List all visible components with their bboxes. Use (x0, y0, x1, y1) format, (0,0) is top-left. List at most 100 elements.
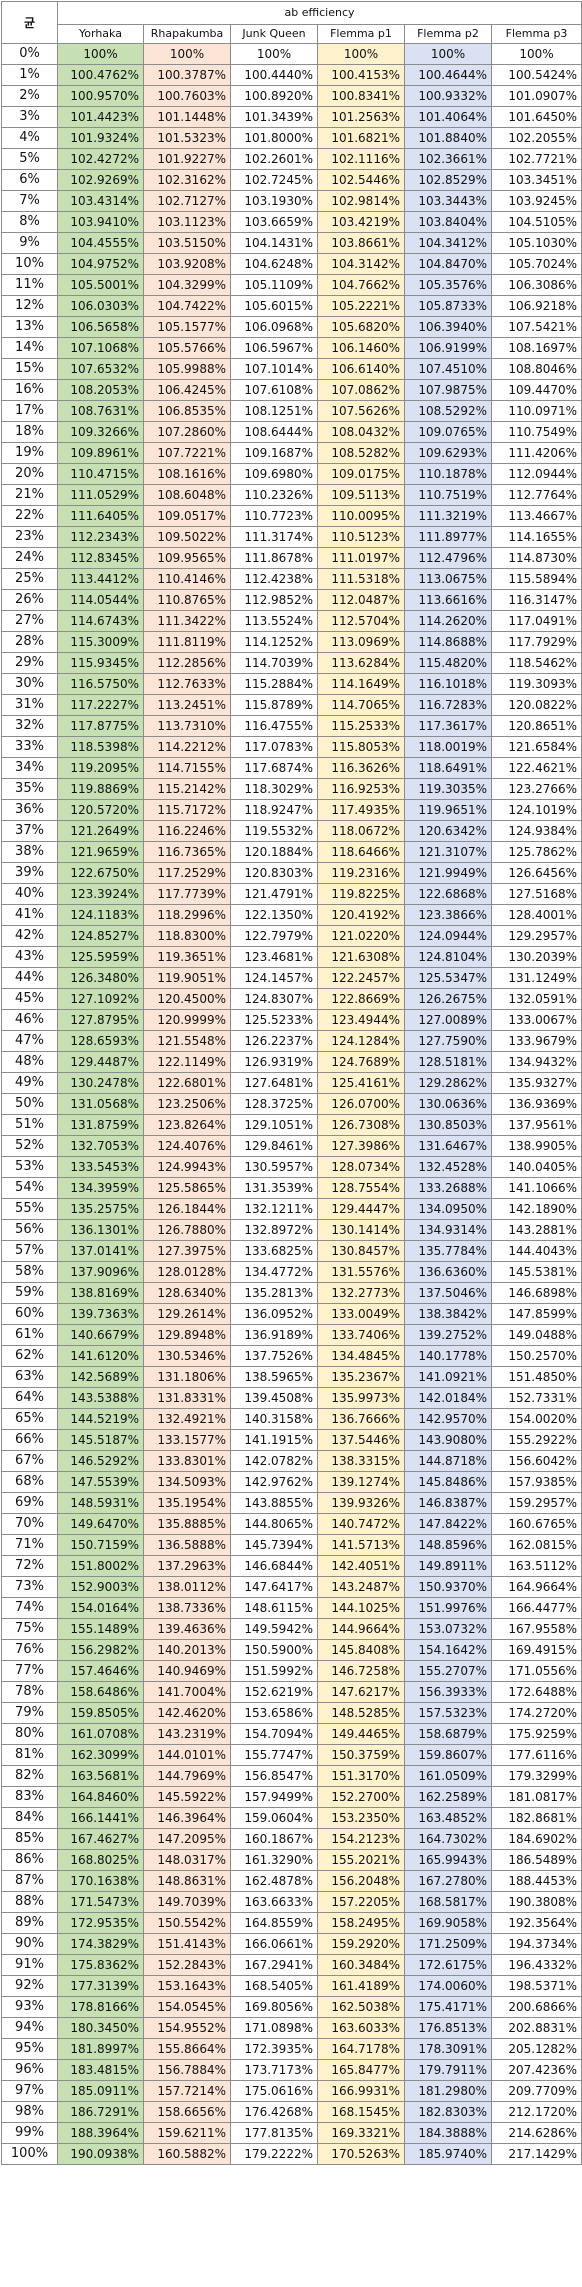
value-cell[interactable]: 144.0101% (143, 1744, 231, 1766)
value-cell[interactable]: 163.6633% (230, 1891, 318, 1913)
value-cell[interactable]: 124.7689% (317, 1051, 405, 1073)
value-cell[interactable]: 117.8775% (57, 715, 144, 737)
row-label-cell[interactable]: 48% (1, 1051, 58, 1073)
value-cell[interactable]: 169.4915% (490, 1639, 582, 1661)
value-cell[interactable]: 115.2533% (317, 715, 405, 737)
value-cell[interactable]: 118.8300% (143, 925, 231, 947)
value-cell[interactable]: 110.4715% (57, 463, 144, 485)
value-cell[interactable]: 178.3091% (404, 2038, 492, 2060)
value-cell[interactable]: 102.1116% (317, 148, 405, 170)
value-cell[interactable]: 105.3576% (404, 274, 492, 296)
value-cell[interactable]: 159.0604% (230, 1807, 318, 1829)
value-cell[interactable]: 131.1249% (490, 967, 582, 989)
value-cell[interactable]: 130.8503% (404, 1114, 492, 1136)
value-cell[interactable]: 100.9332% (404, 85, 492, 107)
value-cell[interactable]: 162.4878% (230, 1870, 318, 1892)
value-cell[interactable]: 129.2862% (404, 1072, 492, 1094)
row-label-cell[interactable]: 44% (1, 967, 58, 989)
value-cell[interactable]: 152.2700% (317, 1786, 405, 1808)
value-cell[interactable]: 127.6481% (230, 1072, 318, 1094)
value-cell[interactable]: 116.7365% (143, 841, 231, 863)
value-cell[interactable]: 114.6743% (57, 610, 144, 632)
value-cell[interactable]: 107.1014% (230, 358, 318, 380)
row-label-cell[interactable]: 31% (1, 694, 58, 716)
value-cell[interactable]: 107.9875% (404, 379, 492, 401)
value-cell[interactable]: 121.9659% (57, 841, 144, 863)
value-cell[interactable]: 168.8025% (57, 1849, 144, 1871)
value-cell[interactable]: 103.4314% (57, 190, 144, 212)
value-cell[interactable]: 117.2529% (143, 862, 231, 884)
value-cell[interactable]: 110.0971% (490, 400, 582, 422)
value-cell[interactable]: 135.8885% (143, 1513, 231, 1535)
value-cell[interactable]: 100% (230, 43, 318, 65)
value-cell[interactable]: 120.4192% (317, 904, 405, 926)
value-cell[interactable]: 164.7178% (317, 2038, 405, 2060)
value-cell[interactable]: 119.9051% (143, 967, 231, 989)
row-label-cell[interactable]: 96% (1, 2059, 58, 2081)
value-cell[interactable]: 108.2053% (57, 379, 144, 401)
value-cell[interactable]: 156.2048% (317, 1870, 405, 1892)
row-label-cell[interactable]: 1% (1, 64, 58, 86)
value-cell[interactable]: 111.3422% (143, 610, 231, 632)
value-cell[interactable]: 149.5942% (230, 1618, 318, 1640)
row-label-cell[interactable]: 78% (1, 1681, 58, 1703)
value-cell[interactable]: 105.6015% (230, 295, 318, 317)
value-cell[interactable]: 137.5046% (404, 1282, 492, 1304)
value-cell[interactable]: 128.6593% (57, 1030, 144, 1052)
value-cell[interactable]: 136.9189% (230, 1324, 318, 1346)
row-label-cell[interactable]: 81% (1, 1744, 58, 1766)
value-cell[interactable]: 116.4755% (230, 715, 318, 737)
value-cell[interactable]: 153.1643% (143, 1975, 231, 1997)
value-cell[interactable]: 164.9664% (490, 1576, 582, 1598)
value-cell[interactable]: 101.3439% (230, 106, 318, 128)
value-cell[interactable]: 119.9651% (404, 799, 492, 821)
value-cell[interactable]: 205.1282% (490, 2038, 582, 2060)
value-cell[interactable]: 145.8408% (317, 1639, 405, 1661)
value-cell[interactable]: 132.7053% (57, 1135, 144, 1157)
value-cell[interactable]: 130.2478% (57, 1072, 144, 1094)
row-label-cell[interactable]: 76% (1, 1639, 58, 1661)
value-cell[interactable]: 107.4510% (404, 358, 492, 380)
value-cell[interactable]: 123.2506% (143, 1093, 231, 1115)
value-cell[interactable]: 147.2095% (143, 1828, 231, 1850)
value-cell[interactable]: 138.9905% (490, 1135, 582, 1157)
value-cell[interactable]: 106.8535% (143, 400, 231, 422)
row-label-cell[interactable]: 98% (1, 2101, 58, 2123)
row-label-cell[interactable]: 58% (1, 1261, 58, 1283)
value-cell[interactable]: 102.7245% (230, 169, 318, 191)
value-cell[interactable]: 131.1806% (143, 1366, 231, 1388)
row-label-cell[interactable]: 24% (1, 547, 58, 569)
value-cell[interactable]: 142.9762% (230, 1471, 318, 1493)
row-label-cell[interactable]: 46% (1, 1009, 58, 1031)
value-cell[interactable]: 104.4555% (57, 232, 144, 254)
value-cell[interactable]: 142.1890% (490, 1198, 582, 1220)
value-cell[interactable]: 133.6825% (230, 1240, 318, 1262)
value-cell[interactable]: 159.8607% (404, 1744, 492, 1766)
value-cell[interactable]: 120.8303% (230, 862, 318, 884)
value-cell[interactable]: 118.6466% (317, 841, 405, 863)
value-cell[interactable]: 102.9814% (317, 190, 405, 212)
value-cell[interactable]: 148.8596% (404, 1534, 492, 1556)
value-cell[interactable]: 181.2980% (404, 2080, 492, 2102)
value-cell[interactable]: 132.4528% (404, 1156, 492, 1178)
value-cell[interactable]: 100% (490, 43, 582, 65)
value-cell[interactable]: 104.7422% (143, 295, 231, 317)
value-cell[interactable]: 154.2123% (317, 1828, 405, 1850)
row-label-cell[interactable]: 64% (1, 1387, 58, 1409)
row-label-cell[interactable]: 32% (1, 715, 58, 737)
value-cell[interactable]: 148.5931% (57, 1492, 144, 1514)
value-cell[interactable]: 156.3933% (404, 1681, 492, 1703)
value-cell[interactable]: 174.2720% (490, 1702, 582, 1724)
value-cell[interactable]: 131.8759% (57, 1114, 144, 1136)
value-cell[interactable]: 115.2142% (143, 778, 231, 800)
row-label-cell[interactable]: 94% (1, 2017, 58, 2039)
value-cell[interactable]: 144.9664% (317, 1618, 405, 1640)
value-cell[interactable]: 114.2620% (404, 610, 492, 632)
value-cell[interactable]: 108.6444% (230, 421, 318, 443)
value-cell[interactable]: 124.8104% (404, 946, 492, 968)
row-label-cell[interactable]: 50% (1, 1093, 58, 1115)
value-cell[interactable]: 120.5720% (57, 799, 144, 821)
value-cell[interactable]: 155.8664% (143, 2038, 231, 2060)
value-cell[interactable]: 139.7363% (57, 1303, 144, 1325)
value-cell[interactable]: 108.1251% (230, 400, 318, 422)
